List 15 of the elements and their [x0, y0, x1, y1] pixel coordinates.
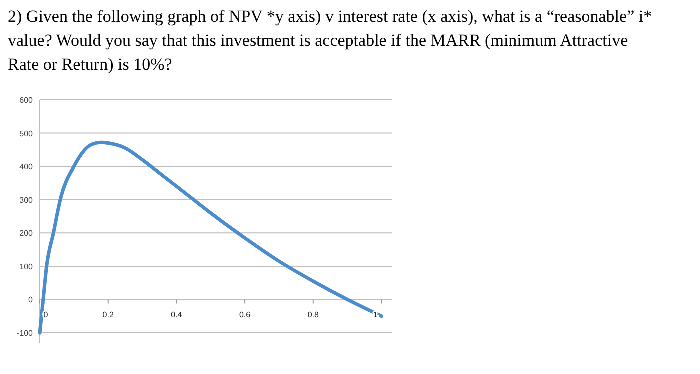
y-tick-label: 200: [20, 229, 34, 238]
x-tick-label: 0.8: [308, 310, 320, 320]
y-tick-label: 600: [20, 96, 34, 105]
y-tick-label: 100: [20, 262, 34, 272]
y-tick-label: 500: [20, 129, 34, 138]
x-tick-label: 0.6: [239, 310, 252, 320]
x-tick-label: 0.2: [102, 310, 114, 320]
line-series: [38, 140, 384, 335]
y-tick-label: 0: [28, 296, 34, 305]
y-tick-label: 400: [20, 162, 34, 172]
x-tick-label: 0: [44, 310, 49, 320]
x-tick-label: 0.4: [171, 310, 183, 320]
y-tick-label: 300: [20, 196, 34, 205]
chart-title: 2) Given the following graph of NPV *y axis) v interest rate (x axis), what is a “reasonable” i* value? Would you say that this investment is acceptable if the MARR (minimum Attractive Rate or Return) is 10%?: [8, 7, 652, 74]
y-tick-label: -100: [16, 329, 34, 338]
